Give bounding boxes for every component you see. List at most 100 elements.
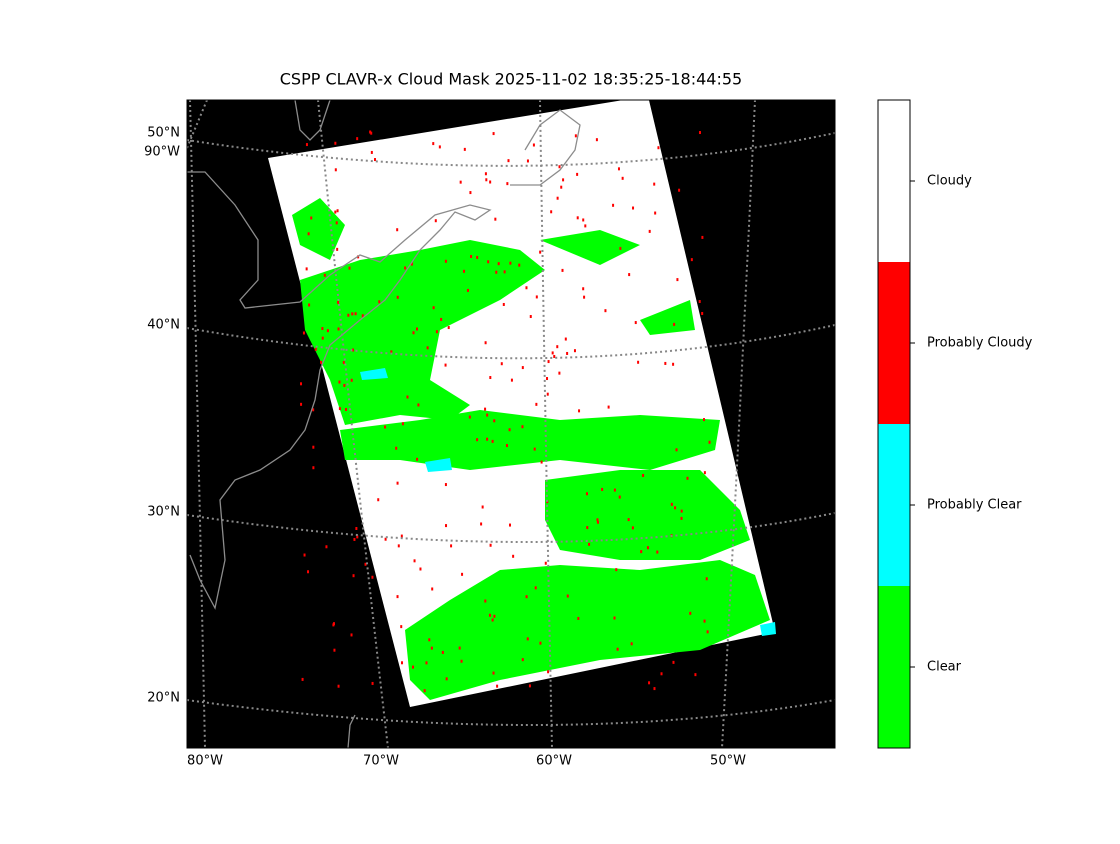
speckle [431, 587, 434, 591]
speckle [550, 210, 553, 214]
speckle [701, 311, 704, 315]
speckle [613, 488, 616, 492]
speckle [680, 509, 683, 513]
speckle [507, 159, 510, 163]
speckle [588, 542, 591, 546]
speckle [354, 312, 357, 316]
speckle [302, 331, 305, 335]
speckle [487, 260, 490, 264]
speckle [582, 287, 585, 291]
speckle [355, 527, 358, 531]
speckle [406, 395, 409, 399]
speckle [489, 180, 492, 184]
speckle [518, 263, 521, 267]
speckle [378, 300, 381, 304]
speckle [491, 439, 494, 443]
speckle [337, 300, 340, 304]
speckle [595, 138, 598, 142]
speckle [396, 228, 399, 232]
speckle [396, 295, 399, 299]
speckle [352, 348, 355, 352]
speckle [556, 345, 559, 349]
probably-clear-regions [360, 368, 776, 636]
latitude-label: 30°N [147, 505, 180, 520]
speckle [616, 647, 619, 651]
speckle [351, 312, 354, 316]
speckle [619, 246, 622, 250]
clear-regions [292, 198, 770, 700]
speckle [336, 247, 339, 251]
speckle [698, 300, 701, 304]
longitude-label: 50°W [710, 754, 746, 769]
speckle [410, 262, 413, 266]
speckle [312, 445, 315, 449]
speckle [680, 516, 683, 520]
speckle [337, 684, 340, 688]
speckle [396, 595, 399, 599]
speckle [430, 646, 433, 650]
speckle [509, 261, 512, 265]
speckle [604, 309, 607, 313]
speckle [333, 648, 336, 652]
clear-region [340, 410, 720, 470]
speckle [525, 595, 528, 599]
speckle [586, 526, 589, 530]
speckle [675, 448, 678, 452]
speckle [632, 206, 635, 210]
speckle [364, 562, 367, 566]
speckle [521, 366, 524, 370]
speckle [481, 505, 484, 509]
speckle [350, 633, 353, 637]
speckle [560, 185, 563, 189]
speckle [561, 268, 564, 272]
speckle [444, 483, 447, 487]
speckle [601, 487, 604, 491]
latitude-line [187, 699, 835, 726]
speckle [396, 481, 399, 485]
speckle [307, 232, 310, 236]
latitude-line [187, 324, 835, 360]
speckle [434, 219, 437, 223]
speckle [615, 568, 618, 572]
speckle [703, 471, 706, 475]
speckle [416, 457, 419, 461]
longitude-line [189, 100, 206, 748]
speckle [654, 211, 657, 215]
speckle [314, 347, 317, 351]
speckle [400, 534, 403, 538]
speckle [450, 544, 453, 548]
speckle [613, 616, 616, 620]
speckle [310, 216, 313, 220]
speckle [303, 553, 306, 557]
speckle [510, 378, 513, 382]
speckle [566, 594, 569, 598]
speckle [486, 437, 489, 441]
speckle [413, 559, 416, 563]
speckle [672, 660, 675, 664]
speckle [528, 684, 531, 688]
speckle [690, 258, 693, 262]
speckle [576, 172, 579, 176]
speckle [525, 286, 528, 290]
longitude-line [187, 100, 208, 149]
speckle [417, 403, 420, 407]
speckle [612, 203, 615, 207]
speckle [634, 321, 637, 325]
speckle [438, 145, 441, 149]
speckle [460, 659, 463, 663]
speckle [300, 382, 303, 386]
clear-region [405, 560, 770, 700]
longitude-label: 80°W [187, 754, 223, 769]
speckle [301, 677, 304, 681]
latitude-label: 40°N [147, 318, 180, 333]
clear-region [640, 300, 695, 335]
speckle [539, 250, 542, 254]
speckle [334, 168, 337, 172]
longitude-line [317, 100, 389, 748]
speckle [676, 278, 679, 282]
colorbar-segment [878, 100, 910, 262]
longitude-line [721, 100, 756, 748]
speckle [480, 522, 483, 526]
